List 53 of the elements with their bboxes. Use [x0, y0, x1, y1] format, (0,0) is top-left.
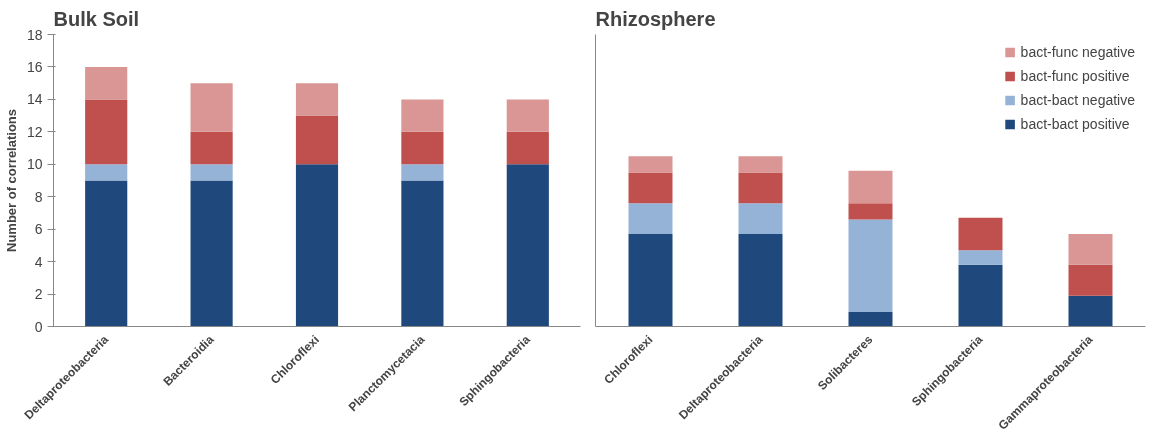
bar — [1068, 264, 1113, 296]
y-tick-label: 12 — [26, 123, 43, 140]
bar — [85, 99, 128, 165]
bar — [85, 164, 128, 181]
bar — [190, 131, 233, 165]
legend-label: bact-func negative — [1020, 44, 1135, 60]
bar — [190, 164, 233, 181]
bar — [506, 164, 549, 327]
bar — [848, 203, 893, 220]
y-tick-label: 16 — [26, 58, 43, 75]
bar — [628, 203, 673, 235]
bar — [958, 217, 1003, 251]
bar — [848, 219, 893, 312]
bar — [401, 131, 444, 165]
bar — [401, 99, 444, 132]
bar — [85, 180, 128, 327]
bar — [295, 164, 339, 327]
legend-label: bact-bact negative — [1020, 92, 1135, 108]
y-tick-label: 0 — [34, 318, 43, 335]
bar — [506, 99, 549, 132]
bar — [958, 250, 1003, 265]
y-axis-title: Number of correlations — [3, 108, 19, 253]
bar — [628, 172, 673, 204]
y-tick-label: 10 — [26, 156, 43, 173]
bar — [295, 83, 339, 116]
chart-title: Bulk Soil — [53, 7, 140, 30]
legend-label: bact-func positive — [1020, 68, 1130, 84]
bar — [295, 115, 339, 165]
y-tick-label: 6 — [34, 221, 43, 238]
bar — [628, 156, 673, 173]
bar — [738, 234, 783, 327]
bar — [738, 203, 783, 235]
bar — [190, 83, 233, 132]
bar — [848, 311, 893, 327]
bar — [85, 66, 128, 100]
bar — [1068, 234, 1113, 265]
bar — [628, 234, 673, 327]
bar — [190, 180, 233, 327]
bar — [506, 131, 549, 165]
legend-label: bact-bact positive — [1020, 116, 1130, 132]
bar — [958, 264, 1003, 327]
y-tick-label: 18 — [26, 26, 43, 43]
bar — [848, 170, 893, 204]
y-tick-label: 4 — [34, 253, 43, 270]
bar — [1068, 295, 1113, 327]
y-tick-label: 8 — [34, 188, 43, 205]
bar — [738, 156, 783, 173]
chart-title: Rhizosphere — [595, 7, 716, 30]
bar — [738, 172, 783, 204]
y-tick-label: 14 — [26, 91, 43, 108]
bar — [401, 180, 444, 327]
y-tick-label: 2 — [34, 286, 43, 303]
bar — [401, 164, 444, 181]
